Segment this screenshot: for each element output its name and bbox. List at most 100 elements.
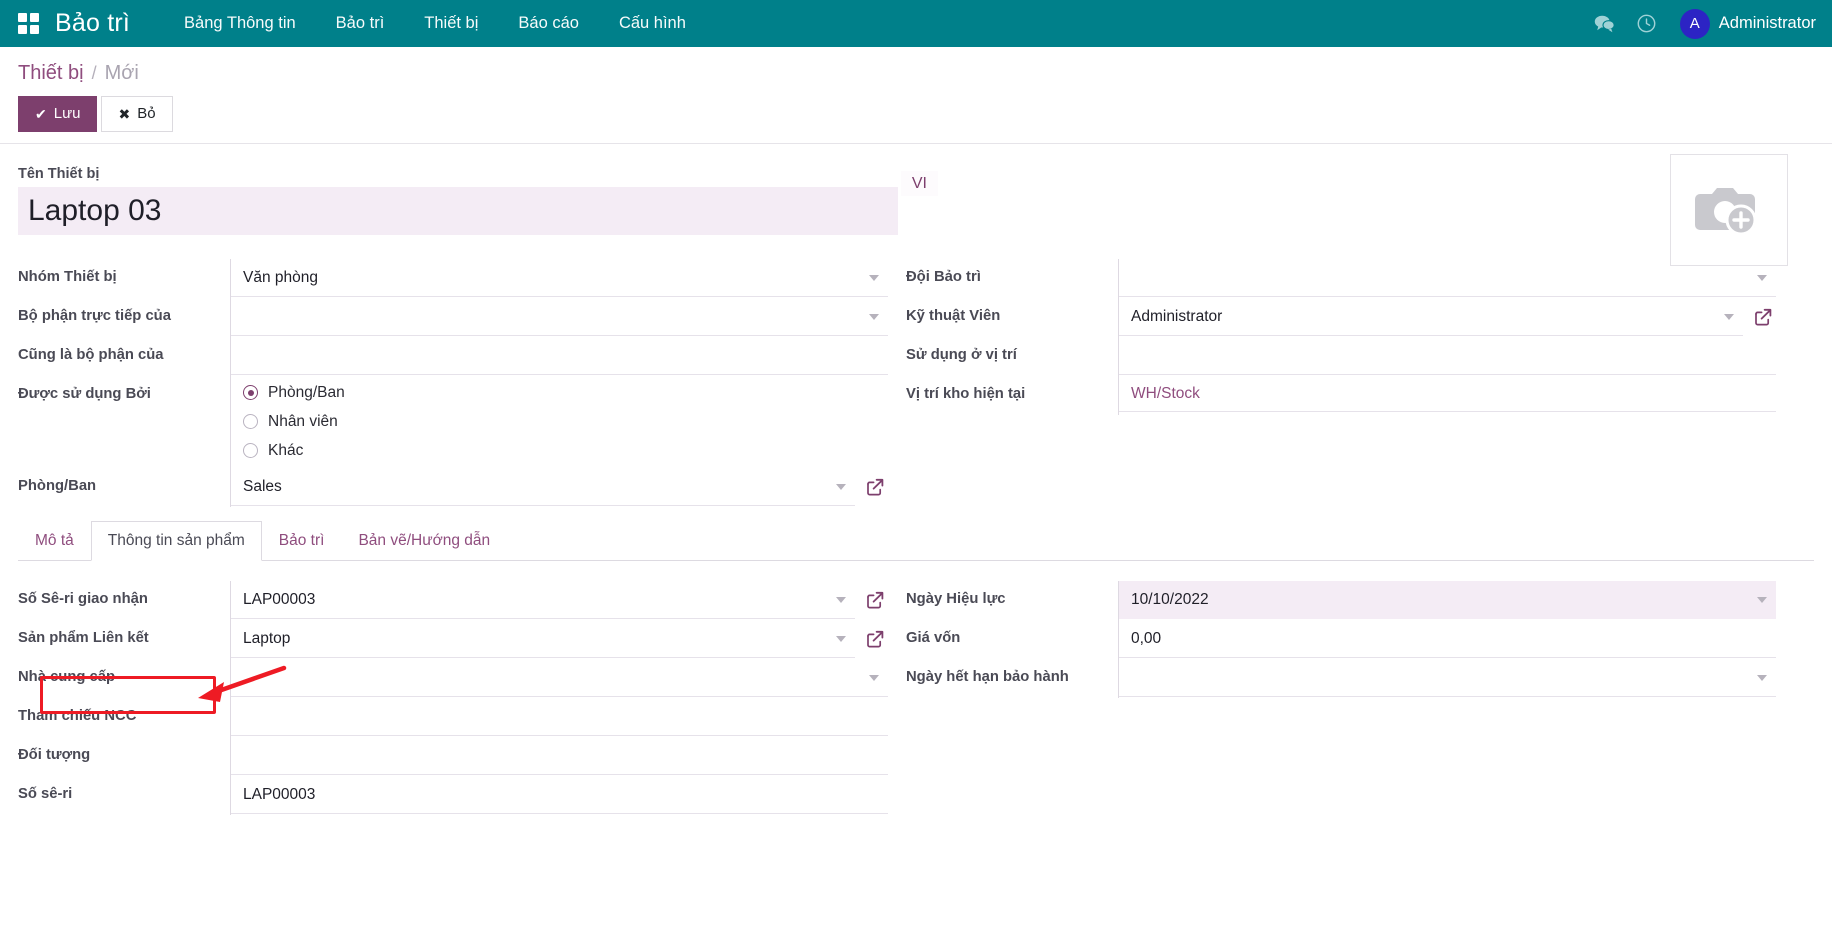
radio-indicator — [243, 443, 258, 458]
notebook-tabs: Mô tả Thông tin sản phẩm Bảo trì Bản vẽ/… — [18, 520, 1814, 561]
tab-product-information[interactable]: Thông tin sản phẩm — [90, 520, 262, 561]
menu-item-equipment[interactable]: Thiết bị — [424, 14, 479, 32]
vendor-reference-input[interactable] — [231, 697, 888, 736]
field-label: Ngày hết hạn bảo hành — [906, 668, 1069, 685]
field-vendor: Nhà cung cấp — [18, 658, 888, 698]
product-info-right-column: Ngày Hiệu lực Giá vốn — [906, 580, 1776, 815]
field-label: Sản phẩm Liên kết — [18, 629, 149, 646]
radio-label: Nhân viên — [268, 412, 338, 430]
equipment-image-placeholder[interactable] — [1670, 153, 1788, 266]
product-info-left-column: Số Sê-ri giao nhận — [18, 580, 888, 815]
field-label: Ngày Hiệu lực — [906, 590, 1006, 607]
vendor-input[interactable] — [231, 658, 888, 697]
used-by-radio-group: Phòng/Ban Nhân viên Khác — [231, 376, 888, 468]
breadcrumb: Thiết bị / Mới — [0, 61, 1832, 85]
tab-drawings-manuals[interactable]: Bản vẽ/Hướng dẫn — [358, 531, 491, 549]
top-navbar: Bảo trì Bảng Thông tin Bảo trì Thiết bị … — [0, 0, 1832, 47]
used-in-location-input[interactable] — [1119, 336, 1776, 375]
field-model: Đối tượng — [18, 736, 888, 776]
control-panel: Thiết bị / Mới ✔ Lưu ✖ Bỏ — [0, 47, 1832, 144]
department-input[interactable] — [231, 467, 855, 506]
chat-bubble-icon[interactable] — [1584, 4, 1626, 44]
menu-item-configuration[interactable]: Cấu hình — [618, 14, 686, 32]
discard-button-label: Bỏ — [137, 105, 156, 122]
radio-indicator — [243, 385, 258, 400]
form-sheet: Tên Thiết bị VI Nhóm Thiết bị — [0, 144, 1832, 815]
breadcrumb-parent[interactable]: Thiết bị — [18, 62, 84, 84]
radio-option-other[interactable]: Khác — [243, 442, 888, 460]
breadcrumb-current: Mới — [104, 62, 139, 84]
username-label: Administrator — [1718, 14, 1816, 32]
effective-date-input[interactable] — [1119, 580, 1776, 619]
field-label: Giá vốn — [906, 629, 961, 646]
radio-label: Phòng/Ban — [268, 383, 345, 401]
field-label: Số Sê-ri giao nhận — [18, 590, 148, 607]
save-button[interactable]: ✔ Lưu — [18, 96, 98, 132]
field-maintenance-team: Đội Bảo trì — [906, 258, 1776, 298]
radio-option-employee[interactable]: Nhân viên — [243, 413, 888, 431]
direct-part-of-input[interactable] — [231, 297, 888, 336]
field-label: Nhóm Thiết bị — [18, 268, 117, 285]
close-icon: ✖ — [118, 105, 131, 122]
user-menu[interactable]: A Administrator — [1668, 8, 1816, 39]
field-vendor-reference: Tham chiếu NCC — [18, 697, 888, 737]
field-delivery-serial-number: Số Sê-ri giao nhận — [18, 580, 888, 620]
app-brand-title[interactable]: Bảo trì — [55, 9, 131, 37]
external-link-icon[interactable] — [864, 589, 886, 611]
tab-panel-product-information: Số Sê-ri giao nhận — [18, 561, 1814, 815]
current-stock-location-value[interactable]: WH/Stock — [1119, 376, 1776, 412]
radio-option-department[interactable]: Phòng/Ban — [243, 384, 888, 402]
menu-item-dashboard[interactable]: Bảng Thông tin — [184, 14, 296, 32]
field-label: Phòng/Ban — [18, 477, 97, 494]
radio-label: Khác — [268, 441, 304, 459]
field-equipment-category: Nhóm Thiết bị — [18, 258, 888, 298]
field-label: Số sê-ri — [18, 785, 73, 802]
tab-description[interactable]: Mô tả — [35, 531, 74, 549]
external-link-icon[interactable] — [1752, 306, 1774, 328]
breadcrumb-separator: / — [91, 63, 97, 83]
field-label: Tham chiếu NCC — [18, 707, 137, 724]
field-warranty-expiration-date: Ngày hết hạn bảo hành — [906, 658, 1776, 698]
navbar-right-group: A Administrator — [1584, 4, 1816, 44]
form-right-column: Đội Bảo trì Kỹ thuật Viên — [906, 258, 1776, 507]
external-link-icon[interactable] — [864, 476, 886, 498]
avatar: A — [1679, 8, 1710, 39]
cost-input[interactable] — [1119, 619, 1776, 658]
radio-indicator — [243, 414, 258, 429]
main-form-grid: Nhóm Thiết bị Bộ phận trực tiếp của — [18, 258, 1814, 507]
save-button-label: Lưu — [53, 105, 81, 122]
language-badge[interactable]: VI — [900, 170, 938, 197]
field-label: Cũng là bộ phận của — [18, 346, 164, 363]
field-label: Được sử dụng Bởi — [18, 385, 151, 402]
related-product-input[interactable] — [231, 619, 855, 658]
discard-button[interactable]: ✖ Bỏ — [101, 96, 173, 132]
field-technician: Kỹ thuật Viên — [906, 297, 1776, 337]
clock-icon[interactable] — [1626, 4, 1668, 44]
external-link-icon[interactable] — [864, 628, 886, 650]
field-label: Bộ phận trực tiếp của — [18, 307, 171, 324]
also-part-of-input[interactable] — [231, 336, 888, 375]
equipment-name-input[interactable] — [18, 186, 898, 235]
equipment-category-input[interactable] — [231, 258, 888, 297]
field-effective-date: Ngày Hiệu lực — [906, 580, 1776, 620]
technician-input[interactable] — [1119, 297, 1743, 336]
field-current-stock-location: Vị trí kho hiện tại WH/Stock — [906, 375, 1776, 415]
field-label: Đội Bảo trì — [906, 268, 981, 285]
field-used-by: Được sử dụng Bởi Phòng/Ban Nhân viên — [18, 375, 888, 468]
model-input[interactable] — [231, 736, 888, 775]
field-cost: Giá vốn — [906, 619, 1776, 659]
field-used-in-location: Sử dụng ở vị trí — [906, 336, 1776, 376]
menu-item-reporting[interactable]: Báo cáo — [518, 14, 579, 32]
delivery-serial-number-input[interactable] — [231, 580, 855, 619]
camera-add-icon — [1695, 187, 1757, 235]
warranty-expiration-date-input[interactable] — [1119, 658, 1776, 697]
field-direct-part-of: Bộ phận trực tiếp của — [18, 297, 888, 337]
maintenance-team-input[interactable] — [1119, 258, 1776, 297]
field-serial-number: Số sê-ri — [18, 775, 888, 815]
menu-item-maintenance[interactable]: Bảo trì — [335, 14, 385, 32]
field-label: Nhà cung cấp — [18, 668, 116, 685]
field-label: Sử dụng ở vị trí — [906, 346, 1017, 363]
serial-number-input[interactable] — [231, 775, 888, 814]
apps-grid-icon[interactable] — [18, 13, 39, 34]
tab-maintenance[interactable]: Bảo trì — [278, 531, 325, 549]
